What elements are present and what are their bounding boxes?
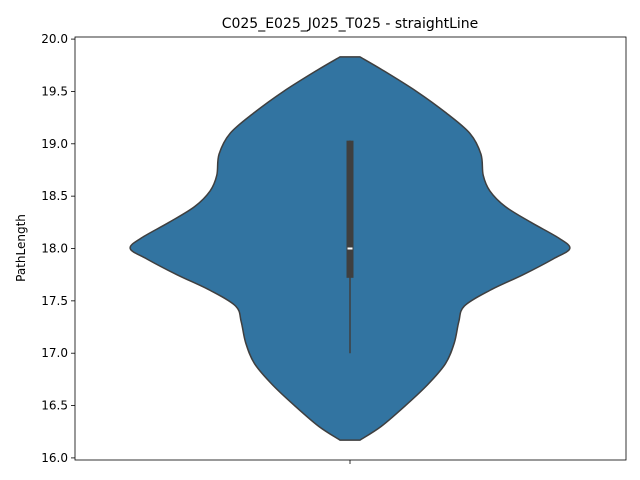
median-marker <box>347 247 353 250</box>
y-tick-label: 19.5 <box>41 84 68 98</box>
y-tick-label: 18.0 <box>41 242 68 256</box>
y-tick-label: 16.0 <box>41 451 68 465</box>
y-tick-label: 19.0 <box>41 137 68 151</box>
y-axis-label: PathLength <box>14 214 28 282</box>
y-tick-label: 18.5 <box>41 189 68 203</box>
plot-frame <box>74 36 627 461</box>
y-tick-label: 20.0 <box>41 32 68 46</box>
y-tick-label: 16.5 <box>41 399 68 413</box>
iqr-box <box>346 140 354 278</box>
y-axis-ticks: 16.0 16.5 17.0 17.5 18.0 18.5 19.0 19.5 20.0 <box>41 32 75 465</box>
y-tick-label: 17.0 <box>41 346 68 360</box>
y-tick-label: 17.5 <box>41 294 68 308</box>
chart-title: C025_E025_J025_T025 - straightLine <box>222 16 479 32</box>
box-layer <box>346 140 354 354</box>
